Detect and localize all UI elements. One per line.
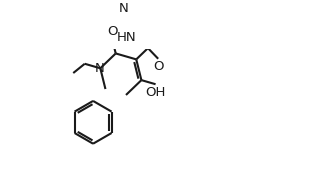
Text: O: O <box>153 60 164 73</box>
Text: HN: HN <box>117 31 136 44</box>
Text: O: O <box>107 25 117 38</box>
Text: OH: OH <box>146 86 166 99</box>
Text: N: N <box>119 2 128 15</box>
Text: N: N <box>95 62 104 75</box>
